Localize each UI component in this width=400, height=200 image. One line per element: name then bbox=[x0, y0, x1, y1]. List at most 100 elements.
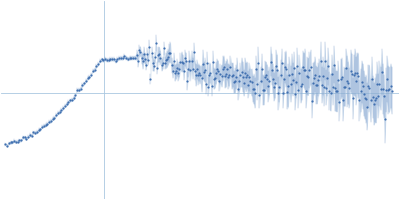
Point bbox=[234, 69, 240, 72]
Point bbox=[250, 87, 256, 90]
Point bbox=[62, 104, 68, 107]
Point bbox=[49, 117, 56, 120]
Point bbox=[307, 66, 314, 69]
Point bbox=[164, 57, 170, 61]
Point bbox=[247, 79, 254, 82]
Point bbox=[51, 116, 58, 119]
Point bbox=[100, 59, 106, 62]
Point bbox=[333, 89, 339, 93]
Point bbox=[254, 83, 260, 86]
Point bbox=[352, 71, 358, 74]
Point bbox=[344, 80, 350, 83]
Point bbox=[305, 75, 312, 78]
Point bbox=[11, 139, 17, 143]
Point bbox=[156, 53, 162, 56]
Point bbox=[213, 71, 219, 75]
Point bbox=[267, 60, 274, 63]
Point bbox=[83, 79, 89, 82]
Point bbox=[163, 59, 169, 62]
Point bbox=[266, 79, 272, 82]
Point bbox=[334, 90, 340, 93]
Point bbox=[326, 89, 333, 93]
Point bbox=[260, 89, 266, 92]
Point bbox=[123, 56, 129, 59]
Point bbox=[48, 120, 54, 123]
Point bbox=[118, 56, 124, 60]
Point bbox=[207, 71, 214, 74]
Point bbox=[245, 83, 252, 86]
Point bbox=[271, 85, 277, 89]
Point bbox=[231, 81, 237, 84]
Point bbox=[60, 107, 66, 110]
Point bbox=[90, 69, 96, 72]
Point bbox=[104, 58, 110, 62]
Point bbox=[177, 60, 184, 63]
Point bbox=[130, 56, 136, 59]
Point bbox=[143, 63, 149, 66]
Point bbox=[273, 64, 279, 67]
Point bbox=[193, 74, 199, 77]
Point bbox=[128, 56, 134, 59]
Point bbox=[377, 87, 384, 90]
Point bbox=[268, 68, 275, 71]
Point bbox=[201, 70, 207, 73]
Point bbox=[186, 59, 192, 63]
Point bbox=[6, 142, 12, 145]
Point bbox=[370, 95, 376, 98]
Point bbox=[318, 84, 325, 87]
Point bbox=[323, 86, 329, 89]
Point bbox=[238, 71, 245, 74]
Point bbox=[381, 95, 387, 98]
Point bbox=[325, 65, 332, 68]
Point bbox=[386, 88, 393, 91]
Point bbox=[20, 136, 26, 139]
Point bbox=[141, 53, 147, 56]
Point bbox=[226, 73, 232, 77]
Point bbox=[69, 98, 75, 101]
Point bbox=[191, 50, 197, 54]
Point bbox=[232, 79, 238, 82]
Point bbox=[242, 71, 248, 75]
Point bbox=[258, 67, 265, 70]
Point bbox=[134, 54, 140, 57]
Point bbox=[262, 75, 268, 78]
Point bbox=[351, 74, 357, 77]
Point bbox=[180, 61, 186, 65]
Point bbox=[200, 62, 206, 66]
Point bbox=[230, 73, 236, 77]
Point bbox=[18, 139, 24, 142]
Point bbox=[151, 64, 157, 67]
Point bbox=[63, 102, 70, 106]
Point bbox=[236, 79, 242, 82]
Point bbox=[25, 135, 31, 138]
Point bbox=[241, 82, 247, 85]
Point bbox=[337, 78, 344, 81]
Point bbox=[140, 59, 146, 63]
Point bbox=[27, 133, 33, 137]
Point bbox=[315, 78, 322, 81]
Point bbox=[196, 71, 202, 74]
Point bbox=[211, 77, 217, 80]
Point bbox=[233, 76, 239, 79]
Point bbox=[350, 97, 356, 100]
Point bbox=[348, 72, 355, 76]
Point bbox=[208, 84, 215, 87]
Point bbox=[205, 85, 212, 88]
Point bbox=[335, 79, 342, 82]
Point bbox=[125, 57, 131, 60]
Point bbox=[138, 57, 145, 60]
Point bbox=[358, 80, 365, 84]
Point bbox=[194, 68, 200, 71]
Point bbox=[376, 82, 383, 85]
Point bbox=[261, 88, 267, 91]
Point bbox=[331, 63, 337, 66]
Point bbox=[332, 87, 338, 90]
Point bbox=[303, 90, 309, 93]
Point bbox=[378, 71, 385, 74]
Point bbox=[88, 73, 94, 76]
Point bbox=[215, 69, 222, 72]
Point bbox=[243, 76, 249, 79]
Point bbox=[363, 97, 369, 100]
Point bbox=[32, 131, 38, 134]
Point bbox=[44, 122, 50, 125]
